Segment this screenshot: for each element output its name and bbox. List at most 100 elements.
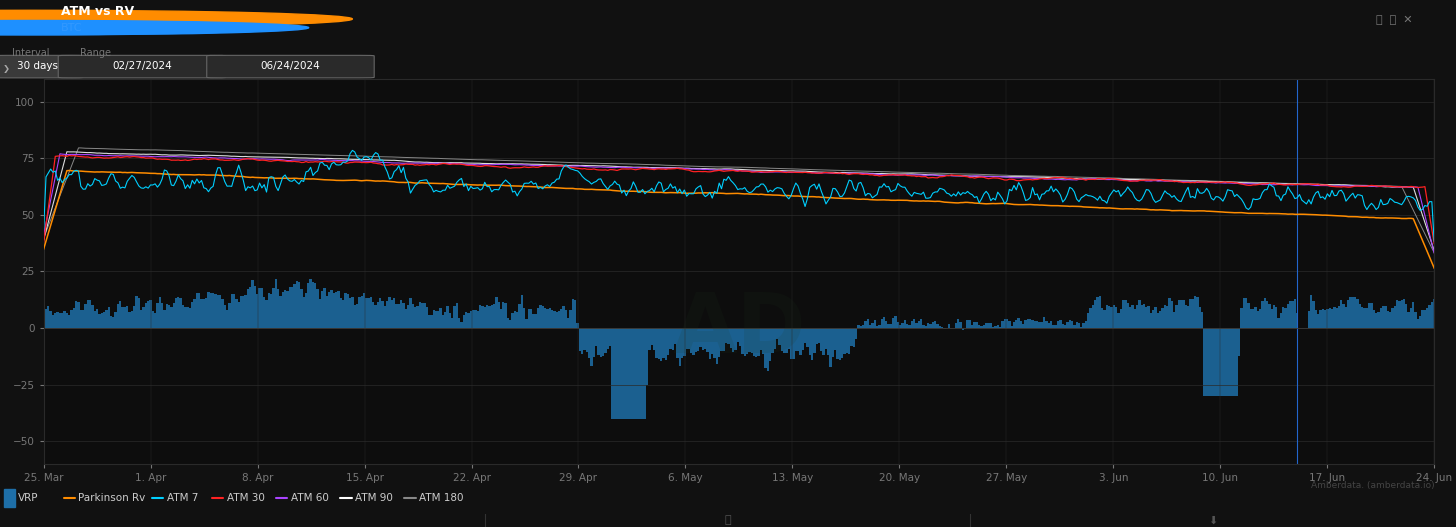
Bar [221,298,224,328]
Bar [683,328,686,356]
Bar [646,328,648,385]
Bar [358,297,361,328]
Bar [623,328,625,418]
Bar [202,299,205,328]
Bar [453,306,456,328]
Bar [347,294,349,328]
Bar [881,319,882,328]
Bar [1374,313,1377,328]
Bar [1190,299,1191,328]
Bar [1093,300,1096,328]
Bar [1208,328,1210,396]
Bar [1268,305,1271,328]
Text: 📷: 📷 [725,515,731,525]
Bar [217,295,218,328]
Bar [630,328,632,418]
Bar [750,328,753,353]
Bar [1155,307,1156,328]
Bar [984,323,987,328]
Bar [596,328,597,346]
Bar [86,300,89,328]
Bar [1191,299,1194,328]
Bar [1143,305,1146,328]
Bar [1294,299,1296,328]
Bar [850,328,853,346]
Bar [1398,301,1401,328]
Bar [488,306,491,328]
Bar [1226,328,1229,396]
Bar [1283,307,1284,328]
Bar [1064,325,1066,328]
Bar [156,303,159,328]
Bar [780,328,783,351]
Bar [374,305,377,328]
Bar [167,305,170,328]
Bar [147,300,150,328]
Bar [240,296,242,328]
Bar [390,300,393,328]
Bar [788,328,791,349]
Bar [635,328,636,418]
Bar [588,328,590,358]
Bar [862,325,865,328]
Bar [1401,300,1402,328]
Bar [507,318,510,328]
Text: 30 days: 30 days [17,61,58,71]
Bar [527,309,530,328]
Bar [151,311,154,328]
Bar [1082,323,1085,328]
Bar [734,328,737,350]
Bar [1328,308,1331,328]
Bar [230,295,233,328]
Bar [859,326,862,328]
Bar [1324,310,1326,328]
Bar [159,297,162,328]
Bar [82,310,84,328]
Bar [916,324,917,328]
Bar [491,305,494,328]
Bar [1069,320,1070,328]
Bar [432,310,435,328]
Bar [463,315,464,328]
Bar [612,328,613,418]
Bar [397,304,400,328]
Text: ❯: ❯ [3,64,10,73]
Bar [1370,302,1373,328]
Bar [1053,325,1054,328]
Bar [620,328,623,418]
Bar [1369,303,1370,328]
Bar [1048,324,1050,328]
Bar [1131,305,1134,328]
Bar [581,328,584,354]
Bar [725,328,728,343]
Bar [909,325,910,328]
Bar [47,306,50,328]
Bar [562,306,565,328]
Bar [971,325,974,328]
Bar [131,311,132,328]
Bar [741,328,744,354]
Bar [1031,320,1034,328]
Bar [108,307,109,328]
Bar [1214,328,1217,396]
Text: ATM 90: ATM 90 [355,493,393,503]
Bar [802,328,804,350]
Bar [316,289,319,328]
Bar [1345,307,1347,328]
Bar [808,328,811,355]
Bar [664,328,667,360]
Bar [379,298,381,328]
Bar [943,328,945,329]
Circle shape [0,21,284,35]
Bar [642,328,644,418]
Bar [1147,306,1150,328]
Bar [530,309,533,328]
Bar [648,328,651,350]
Text: 02/27/2024: 02/27/2024 [112,61,172,71]
Bar [89,300,92,328]
Bar [416,306,418,328]
Bar [651,328,654,345]
Bar [866,319,869,328]
Bar [936,324,939,328]
Bar [1326,309,1328,328]
